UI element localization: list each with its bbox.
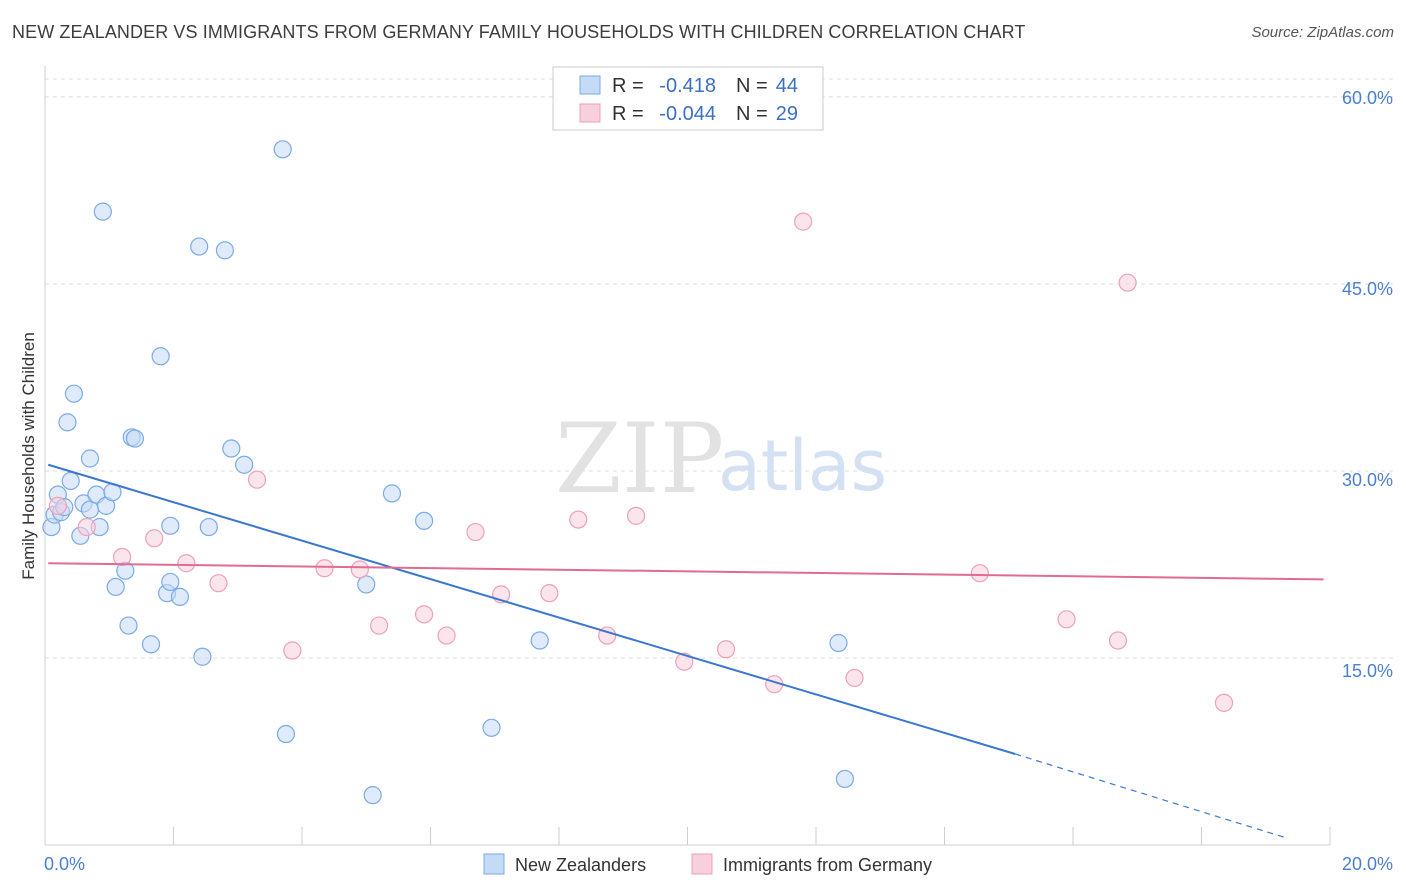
point-new-zealanders-5 — [58, 413, 77, 432]
point-new-zealanders-35 — [276, 724, 296, 744]
point-immigrants-germany-22 — [794, 212, 813, 231]
point-new-zealanders-37 — [363, 786, 382, 805]
point-immigrants-germany-3 — [145, 529, 164, 548]
point-immigrants-germany-26 — [1108, 631, 1128, 650]
point-new-zealanders-43 — [835, 769, 855, 789]
axes — [44, 66, 1331, 846]
legend-n-value-1: 44 — [776, 75, 798, 97]
point-immigrants-germany-28 — [1214, 693, 1234, 712]
y-tick-label-30: 30.0% — [1342, 470, 1393, 490]
point-immigrants-germany-12 — [437, 626, 456, 645]
point-immigrants-germany-20 — [716, 640, 736, 659]
point-immigrants-germany-10 — [370, 616, 389, 635]
point-new-zealanders-27 — [170, 587, 190, 606]
legend-swatch-immigrants-germany — [579, 103, 601, 123]
point-new-zealanders-25 — [161, 516, 180, 535]
data-points — [42, 140, 1234, 805]
point-new-zealanders-23 — [151, 347, 170, 366]
point-new-zealanders-39 — [414, 511, 434, 530]
y-tick-label-15: 15.0% — [1342, 661, 1393, 681]
point-new-zealanders-40 — [482, 718, 501, 737]
series-legend-label-new-zealanders: New Zealanders — [515, 855, 646, 875]
legend-r-value-1: -0.418 — [659, 75, 716, 97]
point-new-zealanders-7 — [64, 384, 84, 403]
point-new-zealanders-33 — [235, 455, 254, 474]
legend-r-label-2: R = — [612, 103, 644, 125]
point-new-zealanders-17 — [106, 577, 125, 597]
point-immigrants-germany-13 — [466, 522, 485, 542]
point-immigrants-germany-19 — [675, 652, 694, 671]
trend-line-immigrants-germany — [48, 562, 1324, 581]
series-legend-swatch-immigrants-germany — [691, 853, 713, 875]
x-tick-label-min: 0.0% — [44, 854, 85, 874]
point-new-zealanders-32 — [222, 439, 241, 458]
series-legend-swatch-new-zealanders — [483, 853, 505, 875]
legend-n-value-2: 29 — [776, 103, 798, 125]
point-immigrants-germany-18 — [626, 506, 646, 525]
legend-r-label-1: R = — [612, 75, 644, 97]
series-legend-label-immigrants-germany: Immigrants from Germany — [723, 855, 932, 875]
point-new-zealanders-21 — [125, 429, 145, 448]
point-immigrants-germany-24 — [970, 564, 989, 583]
point-new-zealanders-28 — [190, 237, 209, 256]
point-immigrants-germany-27 — [1118, 273, 1137, 292]
point-immigrants-germany-23 — [845, 668, 864, 688]
y-tick-label-45: 45.0% — [1342, 279, 1393, 299]
point-new-zealanders-26 — [161, 572, 180, 592]
point-new-zealanders-36 — [357, 575, 376, 594]
point-new-zealanders-31 — [215, 241, 234, 260]
point-immigrants-germany-2 — [112, 547, 132, 567]
series-legend: New Zealanders Immigrants from Germany — [483, 853, 932, 875]
watermark-zip: ZIP — [555, 403, 724, 515]
point-immigrants-germany-16 — [569, 510, 588, 529]
point-new-zealanders-22 — [141, 635, 161, 654]
point-immigrants-germany-9 — [350, 560, 369, 579]
y-axis-label: Family Households with Children — [19, 332, 38, 580]
point-immigrants-germany-1 — [77, 517, 96, 537]
y-tick-label-60: 60.0% — [1342, 88, 1393, 108]
trend-line-extension-new-zealanders — [1014, 753, 1286, 839]
point-new-zealanders-19 — [119, 616, 138, 635]
point-new-zealanders-42 — [829, 633, 848, 653]
point-immigrants-germany-4 — [177, 554, 196, 573]
trend-lines — [47, 463, 1324, 839]
point-new-zealanders-34 — [273, 140, 292, 159]
point-immigrants-germany-5 — [209, 574, 228, 593]
point-immigrants-germany-8 — [315, 559, 334, 578]
point-immigrants-germany-0 — [48, 496, 67, 515]
legend-swatch-new-zealanders — [579, 75, 601, 95]
point-immigrants-germany-11 — [414, 605, 434, 624]
point-new-zealanders-41 — [530, 631, 549, 650]
watermark-atlas: atlas — [718, 425, 887, 507]
point-immigrants-germany-15 — [540, 584, 559, 603]
legend-n-label-1: N = — [736, 75, 768, 97]
point-immigrants-germany-25 — [1057, 610, 1076, 629]
stats-legend: R = -0.418 N = 44 R = -0.044 N = 29 — [552, 66, 824, 131]
point-immigrants-germany-6 — [247, 470, 267, 489]
legend-r-value-2: -0.044 — [659, 103, 716, 125]
trend-line-new-zealanders — [47, 463, 1016, 755]
legend-n-label-2: N = — [736, 103, 768, 125]
chart-title: NEW ZEALANDER VS IMMIGRANTS FROM GERMANY… — [12, 22, 1026, 42]
point-new-zealanders-11 — [80, 449, 100, 468]
source-credit: Source: ZipAtlas.com — [1251, 24, 1394, 41]
point-new-zealanders-30 — [199, 517, 218, 537]
point-immigrants-germany-7 — [283, 641, 302, 660]
point-new-zealanders-38 — [382, 484, 402, 503]
point-new-zealanders-14 — [93, 202, 112, 221]
point-new-zealanders-29 — [193, 647, 212, 666]
x-tick-label-max: 20.0% — [1342, 854, 1393, 874]
point-new-zealanders-6 — [61, 471, 80, 491]
